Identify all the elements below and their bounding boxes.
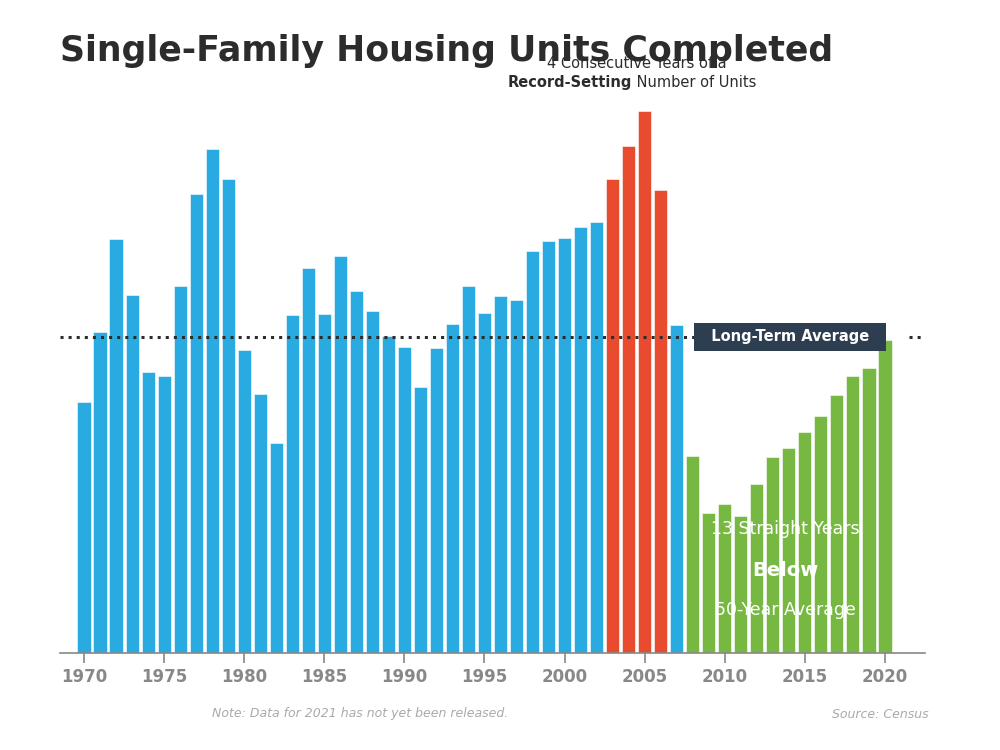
Bar (718, 504, 731, 652)
Bar (862, 368, 876, 652)
Bar (606, 179, 619, 652)
Bar (510, 300, 523, 652)
Bar (158, 376, 171, 652)
Bar (590, 222, 603, 652)
Bar (350, 290, 363, 652)
Bar (622, 146, 635, 652)
Bar (878, 340, 892, 652)
Bar (814, 416, 827, 652)
Bar (190, 194, 203, 652)
Bar (766, 458, 779, 652)
Bar (382, 336, 395, 652)
Bar (750, 484, 763, 652)
Bar (398, 347, 411, 652)
Bar (286, 315, 299, 652)
Bar (526, 251, 539, 652)
Bar (462, 286, 475, 652)
Bar (638, 110, 651, 652)
Bar (93, 332, 107, 652)
Bar (686, 456, 699, 652)
Bar (206, 148, 219, 652)
Bar (414, 387, 427, 652)
Bar (430, 348, 443, 652)
Bar (222, 179, 235, 652)
Bar (254, 394, 267, 652)
Bar (109, 239, 123, 652)
Bar (798, 433, 811, 652)
Bar (478, 313, 491, 652)
Text: Below: Below (753, 561, 819, 580)
Bar (142, 372, 155, 652)
Bar (846, 376, 859, 652)
Text: Record-Setting: Record-Setting (507, 76, 632, 91)
Bar (670, 326, 683, 652)
Bar (334, 256, 347, 652)
Bar (734, 517, 747, 652)
Bar (782, 448, 795, 652)
Bar (174, 286, 187, 652)
Bar (270, 443, 283, 652)
Text: 4 Consecutive Years of a: 4 Consecutive Years of a (547, 56, 726, 71)
Text: Source: Census: Source: Census (832, 707, 928, 721)
Text: Note: Data for 2021 has not yet been released.: Note: Data for 2021 has not yet been rel… (212, 707, 508, 721)
Bar (542, 242, 555, 652)
Bar (558, 238, 571, 652)
Bar (238, 350, 251, 652)
Bar (366, 311, 379, 652)
Bar (126, 295, 139, 652)
Text: Number of Units: Number of Units (632, 76, 756, 91)
Bar (494, 296, 507, 652)
Text: 13 Straight Years: 13 Straight Years (711, 520, 860, 538)
Text: Long-Term Average: Long-Term Average (701, 329, 879, 344)
Bar (77, 402, 91, 652)
Bar (574, 227, 587, 652)
Text: Single-Family Housing Units Completed: Single-Family Housing Units Completed (60, 34, 833, 68)
Bar (302, 268, 315, 652)
Bar (702, 513, 715, 652)
Text: 50-Year Average: 50-Year Average (715, 601, 856, 619)
Bar (318, 314, 331, 652)
Bar (446, 325, 459, 652)
Bar (830, 394, 843, 652)
Bar (654, 190, 667, 652)
